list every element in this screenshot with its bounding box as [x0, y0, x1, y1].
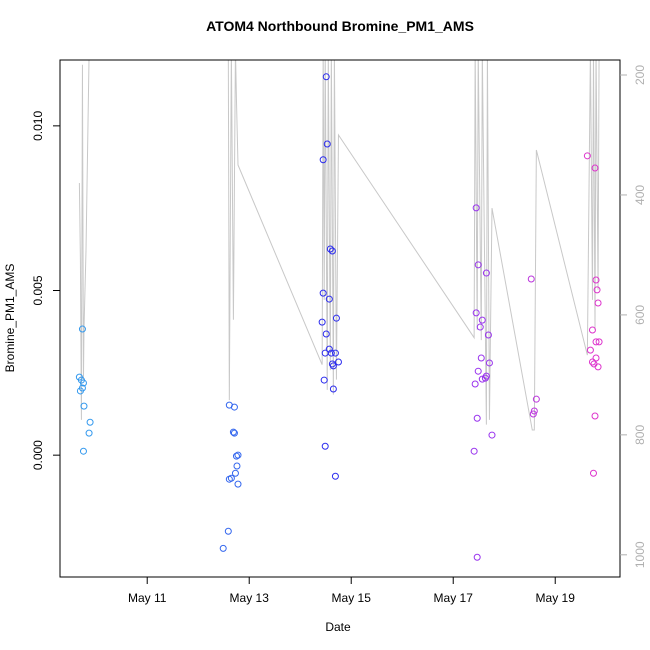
data-point [334, 358, 342, 366]
data-point [591, 412, 599, 420]
data-point [325, 345, 333, 353]
y2-tick-label: 600 [633, 305, 647, 325]
data-point [232, 452, 240, 460]
data-point [476, 323, 484, 331]
data-point [320, 376, 328, 384]
data-point [79, 447, 87, 455]
data-point [473, 414, 481, 422]
y2-tick-label: 200 [633, 65, 647, 85]
data-point [225, 475, 233, 483]
y2-tick-label: 800 [633, 425, 647, 445]
data-point [233, 462, 241, 470]
data-point [230, 403, 238, 411]
data-point [328, 247, 336, 255]
data-point [474, 261, 482, 269]
data-point [326, 245, 334, 253]
data-point [529, 410, 537, 418]
data-point [592, 354, 600, 362]
y2-tick-label: 1000 [633, 541, 647, 568]
data-point [234, 480, 242, 488]
data-point [471, 380, 479, 388]
data-point [224, 527, 232, 535]
data-point [594, 299, 602, 307]
data-point [593, 286, 601, 294]
data-point [532, 395, 540, 403]
data-point [583, 152, 591, 160]
data-point [321, 349, 329, 357]
chart-title: ATOM4 Northbound Bromine_PM1_AMS [206, 18, 474, 34]
data-point [589, 469, 597, 477]
data-point [322, 73, 330, 81]
data-point [588, 326, 596, 334]
data-point [234, 451, 242, 459]
data-point [79, 379, 87, 387]
data-point [322, 330, 330, 338]
data-point [530, 407, 538, 415]
line-layer [78, 60, 600, 431]
data-point [331, 472, 339, 480]
data-point [80, 402, 88, 410]
data-point [591, 164, 599, 172]
data-point [229, 428, 237, 436]
x-tick-label: May 13 [230, 591, 270, 605]
y-tick-label: 0.010 [31, 111, 45, 141]
data-point [231, 469, 239, 477]
data-point [78, 384, 86, 392]
y-tick-label: 0.005 [31, 275, 45, 305]
data-point [219, 544, 227, 552]
x-tick-label: May 11 [128, 591, 167, 605]
data-point [323, 140, 331, 148]
data-point [331, 349, 339, 357]
pressure-line [78, 60, 600, 431]
data-point [78, 325, 86, 333]
y-axis-label: Bromine_PM1_AMS [3, 264, 17, 373]
data-point [595, 338, 603, 346]
data-point [329, 362, 337, 370]
data-point [329, 385, 337, 393]
data-point [474, 367, 482, 375]
y2-tick-label: 400 [633, 185, 647, 205]
data-point [485, 359, 493, 367]
data-point [321, 442, 329, 450]
data-point [332, 314, 340, 322]
plot-frame [59, 59, 621, 578]
data-point [318, 318, 326, 326]
data-point [472, 309, 480, 317]
data-point [488, 431, 496, 439]
data-point [478, 316, 486, 324]
x-tick-label: May 19 [536, 591, 576, 605]
data-point [484, 331, 492, 339]
data-point [527, 275, 535, 283]
x-axis-label: Date [325, 620, 351, 634]
data-point [319, 156, 327, 164]
data-point [325, 295, 333, 303]
data-point [594, 363, 602, 371]
data-point [230, 429, 238, 437]
data-point [319, 289, 327, 297]
data-point [482, 269, 490, 277]
data-point [588, 358, 596, 366]
data-point [592, 276, 600, 284]
data-point [472, 204, 480, 212]
point-layer [75, 73, 603, 561]
data-point [592, 338, 600, 346]
data-point [473, 553, 481, 561]
data-point [482, 372, 490, 380]
data-point [86, 418, 94, 426]
y-tick-label: 0.000 [31, 440, 45, 470]
data-point [586, 346, 594, 354]
data-point [477, 354, 485, 362]
data-point [470, 447, 478, 455]
x-tick-label: May 17 [434, 591, 474, 605]
data-point [85, 429, 93, 437]
data-point [590, 360, 598, 368]
x-tick-label: May 15 [332, 591, 372, 605]
